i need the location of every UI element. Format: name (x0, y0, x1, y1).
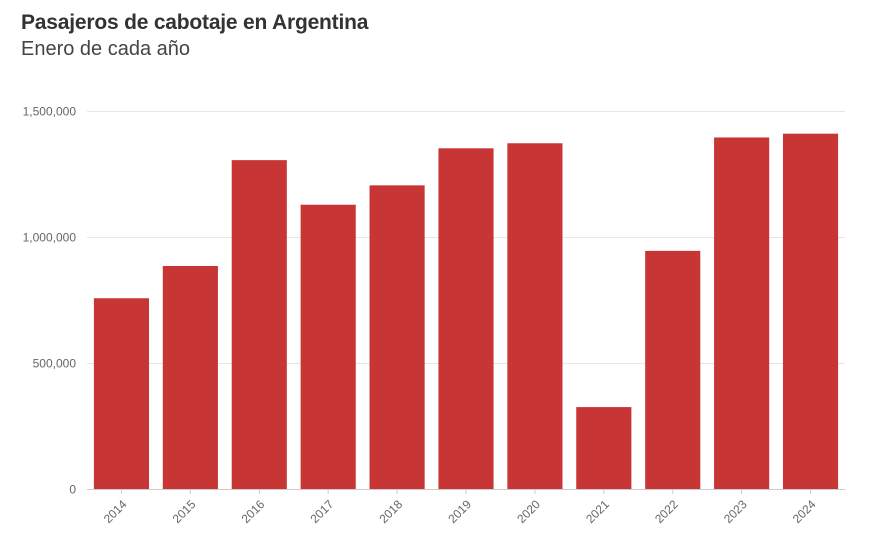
bar-2015 (162, 265, 218, 489)
bar-layer (93, 133, 839, 490)
x-tick-label: 2022 (652, 497, 681, 526)
bar-2017 (300, 204, 356, 490)
x-tick-label: 2017 (308, 497, 337, 526)
x-tick-label: 2015 (170, 497, 199, 526)
x-tick-label: 2014 (101, 497, 130, 526)
bar-2023 (714, 137, 770, 489)
bar-2021 (576, 407, 632, 489)
y-tick-label: 500,000 (33, 357, 77, 371)
chart-title: Pasajeros de cabotaje en Argentina (21, 11, 369, 34)
y-tick-label: 0 (69, 483, 76, 497)
chart-subtitle: Enero de cada año (21, 38, 191, 60)
x-tick-label: 2020 (514, 497, 543, 526)
bar-2016 (231, 160, 287, 489)
bar-2022 (645, 250, 701, 489)
x-tick-label: 2024 (790, 497, 819, 526)
y-tick-label: 1,000,000 (23, 231, 77, 245)
y-tick-label: 1,500,000 (23, 105, 77, 119)
bar-2018 (369, 185, 425, 489)
x-tick-label: 2021 (583, 497, 612, 526)
x-tick-label: 2018 (376, 497, 405, 526)
x-tick-label: 2023 (721, 497, 750, 526)
bar-2019 (438, 148, 494, 490)
x-tick-label: 2016 (239, 497, 268, 526)
bar-2014 (93, 298, 150, 489)
bar-2024 (782, 133, 839, 489)
bar-2020 (507, 143, 563, 489)
x-tick-label: 2019 (445, 497, 474, 526)
